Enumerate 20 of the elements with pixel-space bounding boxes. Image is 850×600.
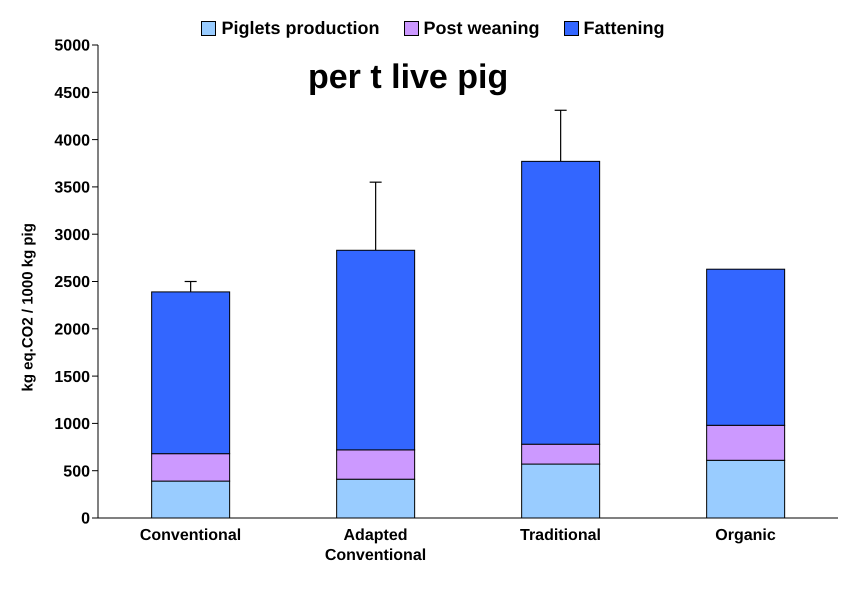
y-tick-label: 2500 xyxy=(54,274,90,292)
y-tick-label: 3500 xyxy=(54,180,90,197)
x-tick-label: Organic xyxy=(715,527,776,544)
y-tick-label: 0 xyxy=(81,510,90,528)
y-tick-label: 1000 xyxy=(54,416,90,434)
y-tick-label: 2000 xyxy=(54,321,90,338)
x-tick-label: Conventional xyxy=(140,527,242,544)
y-tick-label: 3000 xyxy=(54,226,90,244)
y-tick-label: 500 xyxy=(63,463,90,480)
y-tick-label: 4500 xyxy=(54,84,90,102)
legend-label: Post weaning xyxy=(422,18,540,39)
legend-label: Fattening xyxy=(582,18,665,39)
x-tick-label: Traditional xyxy=(520,527,601,544)
x-tick-label: Adapted Conventional xyxy=(324,527,426,564)
legend-label: Piglets production xyxy=(220,18,380,39)
chart-title: per t live pig xyxy=(308,58,508,97)
y-tick-label: 4000 xyxy=(54,132,90,150)
y-tick-label: 1500 xyxy=(54,368,90,386)
y-axis-title: kg eq.CO2 / 1000 kg pig xyxy=(19,223,36,392)
y-tick-label: 5000 xyxy=(54,38,90,55)
